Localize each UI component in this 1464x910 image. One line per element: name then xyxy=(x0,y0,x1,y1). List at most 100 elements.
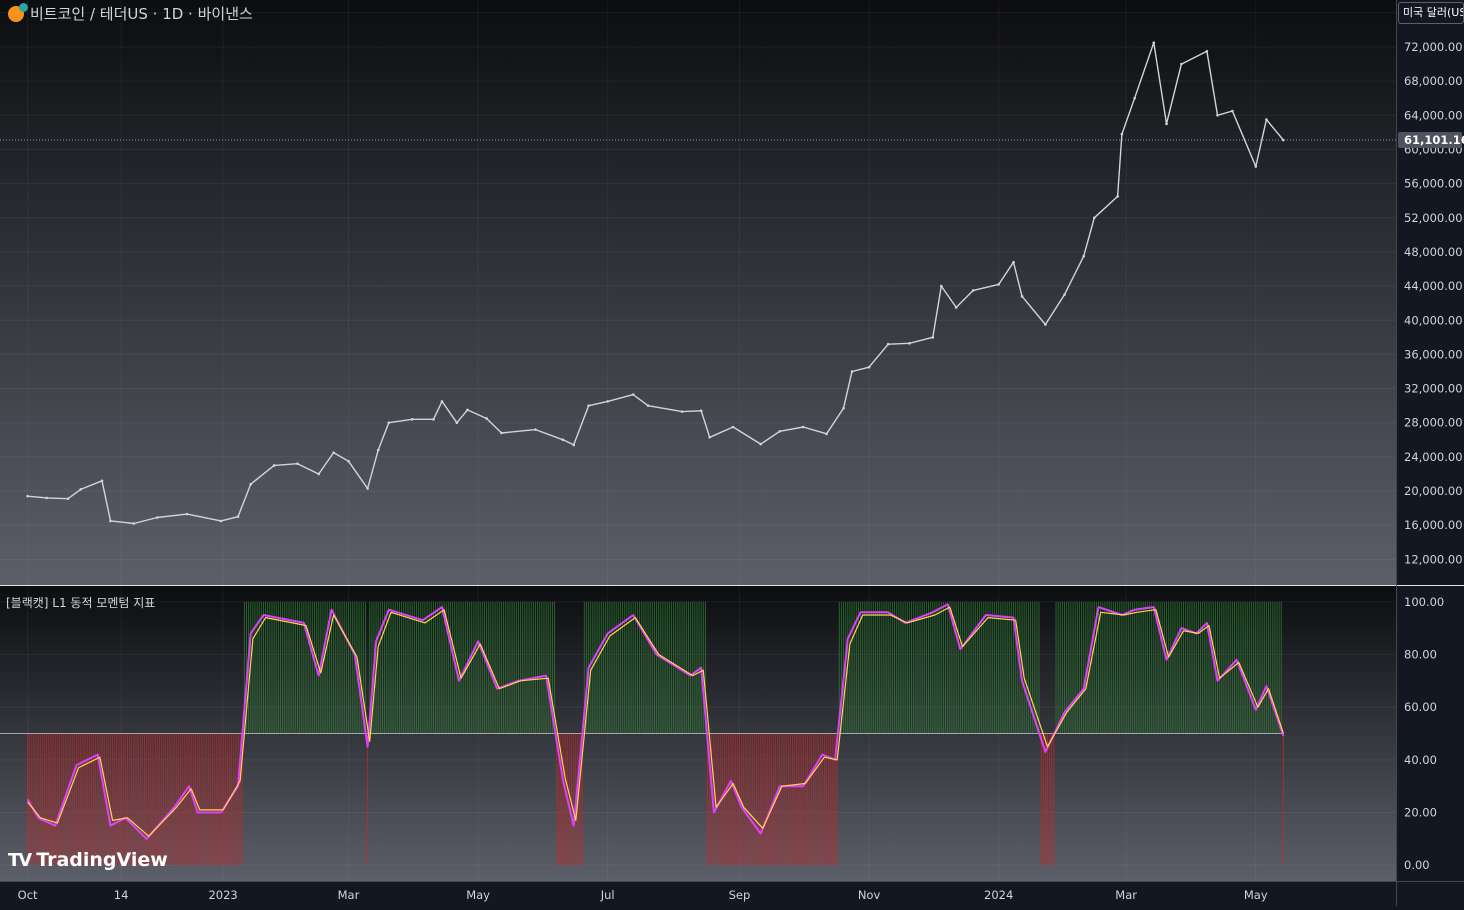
last-price-label: 61,101.16 xyxy=(1404,133,1464,147)
price-tick-label: 32,000.00 xyxy=(1404,382,1463,396)
price-point xyxy=(466,408,469,412)
price-point xyxy=(1092,216,1096,220)
price-tick-label: 36,000.00 xyxy=(1404,347,1463,361)
symbol-title[interactable]: 비트코인 / 테더US · 1D · 바이낸스 xyxy=(8,2,253,24)
price-point xyxy=(842,406,845,410)
price-point xyxy=(572,443,575,447)
indicator-tick-label: 0.00 xyxy=(1404,858,1430,872)
price-point xyxy=(132,522,136,525)
price-point xyxy=(1165,122,1168,126)
price-point xyxy=(500,431,503,435)
time-tick-label: Mar xyxy=(1115,888,1137,902)
price-point xyxy=(1133,96,1136,100)
price-point xyxy=(1265,118,1268,121)
price-point xyxy=(731,425,735,429)
price-point xyxy=(387,421,391,425)
price-point xyxy=(886,342,890,346)
indicator-tick-label: 100.00 xyxy=(1404,595,1444,609)
time-tick-label: 2023 xyxy=(208,888,237,902)
price-point xyxy=(485,417,488,420)
price-point xyxy=(908,342,911,345)
price-point xyxy=(1152,41,1156,45)
price-point xyxy=(587,404,590,407)
price-point xyxy=(155,516,159,519)
price-tick-label: 28,000.00 xyxy=(1404,416,1463,430)
price-point xyxy=(759,442,762,446)
price-point xyxy=(455,421,459,425)
indicator-tick-label: 40.00 xyxy=(1404,753,1437,767)
price-point xyxy=(954,306,958,309)
time-scale-background xyxy=(0,881,1464,906)
price-point xyxy=(561,438,565,442)
tradingview-logo-text: TradingView xyxy=(36,849,168,871)
price-point xyxy=(249,482,253,486)
price-point xyxy=(1063,293,1066,296)
price-tick-label: 68,000.00 xyxy=(1404,74,1463,88)
price-point xyxy=(778,429,782,433)
indicator-title[interactable]: [블랙캣] L1 동적 모멘텀 지표 xyxy=(6,596,156,610)
price-tick-label: 72,000.00 xyxy=(1404,40,1463,54)
price-point xyxy=(296,462,299,466)
time-tick-label: Nov xyxy=(858,888,881,902)
currency-button[interactable]: 미국 달러(USD) xyxy=(1398,2,1464,24)
price-point xyxy=(410,418,414,421)
price-point xyxy=(1116,195,1119,198)
time-tick-label: Jul xyxy=(600,888,615,902)
price-point xyxy=(1216,113,1219,117)
price-point xyxy=(534,428,537,431)
indicator-tick-label: 80.00 xyxy=(1404,647,1437,661)
price-point xyxy=(185,512,189,516)
price-tick-label: 24,000.00 xyxy=(1404,450,1463,464)
momentum-bands xyxy=(0,601,1284,866)
price-line xyxy=(27,42,1284,525)
price-point xyxy=(1205,49,1209,53)
price-point xyxy=(801,425,805,429)
price-point xyxy=(236,515,240,518)
price-pane-background xyxy=(0,0,1396,585)
price-point xyxy=(680,410,684,413)
price-tick-label: 56,000.00 xyxy=(1404,177,1463,191)
time-tick-label: May xyxy=(466,888,490,902)
symbol-title-text: 비트코인 / 테더US · 1D · 바이낸스 xyxy=(30,5,253,23)
time-tick-label: 2024 xyxy=(984,888,1013,902)
price-tick-label: 44,000.00 xyxy=(1404,279,1463,293)
price-point xyxy=(376,448,380,452)
price-point xyxy=(699,409,703,413)
price-point xyxy=(1180,62,1183,66)
price-point xyxy=(219,519,223,523)
price-tick-label: 48,000.00 xyxy=(1404,245,1463,259)
price-tick-label: 12,000.00 xyxy=(1404,552,1463,566)
time-tick-label: Sep xyxy=(729,888,751,902)
time-tick-label: 14 xyxy=(114,888,129,902)
price-point xyxy=(332,451,335,454)
price-point xyxy=(317,472,321,476)
price-point xyxy=(79,488,83,491)
indicator-tick-label: 20.00 xyxy=(1404,806,1437,820)
price-point xyxy=(432,418,435,421)
price-point xyxy=(1231,109,1234,113)
price-point xyxy=(1120,132,1124,136)
price-tick-label: 40,000.00 xyxy=(1404,313,1463,327)
axis-labels: 12,000.00 16,000.00 20,000.00 24,000.00 28,0… xyxy=(18,6,1464,902)
price-point xyxy=(347,459,350,463)
price-point xyxy=(606,400,609,403)
price-point xyxy=(272,464,276,467)
price-point xyxy=(1020,295,1024,298)
price-point xyxy=(1082,254,1085,258)
tradingview-logo[interactable]: TV TradingView xyxy=(8,849,168,871)
tradingview-logo-icon: TV xyxy=(8,849,32,871)
oscillator-series xyxy=(26,603,1285,840)
time-tick-label: May xyxy=(1244,888,1268,902)
price-point xyxy=(708,435,711,439)
last-price-badge xyxy=(1398,132,1462,149)
price-point xyxy=(867,365,871,369)
price-point xyxy=(1282,138,1285,142)
price-point xyxy=(366,487,369,490)
price-series xyxy=(0,41,1396,525)
price-point xyxy=(631,393,635,396)
price-point xyxy=(1254,165,1258,168)
price-point xyxy=(440,400,444,403)
price-point xyxy=(26,494,29,498)
